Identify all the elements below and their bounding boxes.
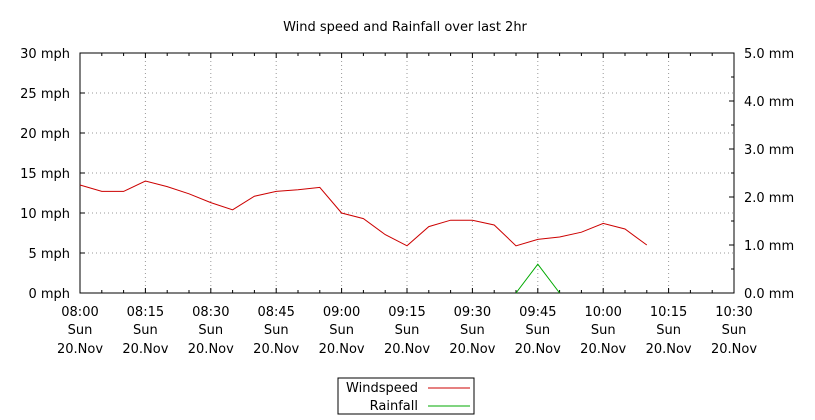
- x-tick-label-date: 20.Nov: [188, 342, 234, 357]
- x-tick-label-date: 20.Nov: [319, 342, 365, 357]
- y-left-tick-label: 5 mph: [28, 247, 70, 262]
- y-right-tick-label: 0.0 mm: [744, 287, 794, 302]
- x-tick-label-time: 09:30: [454, 305, 491, 320]
- legend-label-windspeed: Windspeed: [346, 381, 418, 396]
- y-right-tick-label: 5.0 mm: [744, 47, 794, 62]
- x-tick-label-day: Sun: [329, 323, 354, 338]
- legend: Windspeed Rainfall: [337, 377, 475, 415]
- y-right-tick-labels: 0.0 mm 1.0 mm 2.0 mm 3.0 mm 4.0 mm 5.0 mm: [744, 47, 794, 302]
- x-tick-label-date: 20.Nov: [122, 342, 168, 357]
- x-tick-label-day: Sun: [68, 323, 93, 338]
- x-tick-label-time: 09:15: [388, 305, 425, 320]
- x-tick-label-day: Sun: [264, 323, 289, 338]
- y-left-tick-label: 0 mph: [28, 287, 70, 302]
- y-left-tick-labels: 0 mph 5 mph 10 mph 15 mph 20 mph 25 mph 30 mph: [20, 47, 70, 302]
- x-tick-label-day: Sun: [198, 323, 223, 338]
- x-tick-label-time: 08:00: [61, 305, 98, 320]
- series-layer: [79, 180, 648, 294]
- x-tick-label-day: Sun: [656, 323, 681, 338]
- y-left-tick-label: 20 mph: [20, 127, 70, 142]
- y-left-tick-label: 30 mph: [20, 47, 70, 62]
- grid: [80, 53, 734, 293]
- x-tick-labels: 08:00 Sun 20.Nov 08:15 Sun 20.Nov 08:30 Sun 20.N…: [57, 305, 757, 357]
- y-right-tick-label: 2.0 mm: [744, 191, 794, 206]
- x-tick-label-time: 09:45: [519, 305, 556, 320]
- y-right-tick-label: 3.0 mm: [744, 143, 794, 158]
- x-tick-label-time: 10:30: [715, 305, 752, 320]
- x-tick-label-time: 08:30: [192, 305, 229, 320]
- x-tick-label-time: 08:15: [127, 305, 164, 320]
- y-left-tick-label: 25 mph: [20, 87, 70, 102]
- chart-title: Wind speed and Rainfall over last 2hr: [283, 20, 527, 35]
- x-tick-label-date: 20.Nov: [711, 342, 757, 357]
- x-tick-label-day: Sun: [591, 323, 616, 338]
- x-tick-label-time: 09:00: [323, 305, 360, 320]
- x-tick-label-date: 20.Nov: [57, 342, 103, 357]
- x-tick-label-day: Sun: [395, 323, 420, 338]
- series-line-rainfall: [515, 263, 560, 294]
- x-tick-label-time: 10:00: [584, 305, 621, 320]
- y-right-tick-label: 4.0 mm: [744, 95, 794, 110]
- x-tick-label-day: Sun: [525, 323, 550, 338]
- x-tick-label-date: 20.Nov: [449, 342, 495, 357]
- x-tick-label-time: 10:15: [650, 305, 687, 320]
- x-tick-label-day: Sun: [133, 323, 158, 338]
- x-tick-label-date: 20.Nov: [646, 342, 692, 357]
- legend-box: [337, 377, 475, 415]
- y-right-tick-label: 1.0 mm: [744, 239, 794, 254]
- x-tick-label-date: 20.Nov: [515, 342, 561, 357]
- x-tick-label-date: 20.Nov: [253, 342, 299, 357]
- y-left-tick-label: 15 mph: [20, 167, 70, 182]
- series-line-windspeed: [79, 180, 648, 247]
- x-tick-label-date: 20.Nov: [580, 342, 626, 357]
- y-left-tick-label: 10 mph: [20, 207, 70, 222]
- x-tick-label-day: Sun: [460, 323, 485, 338]
- tick-marks: [79, 52, 735, 294]
- legend-label-rainfall: Rainfall: [370, 399, 418, 414]
- x-tick-label-date: 20.Nov: [384, 342, 430, 357]
- x-tick-label-time: 08:45: [257, 305, 294, 320]
- x-tick-label-day: Sun: [722, 323, 747, 338]
